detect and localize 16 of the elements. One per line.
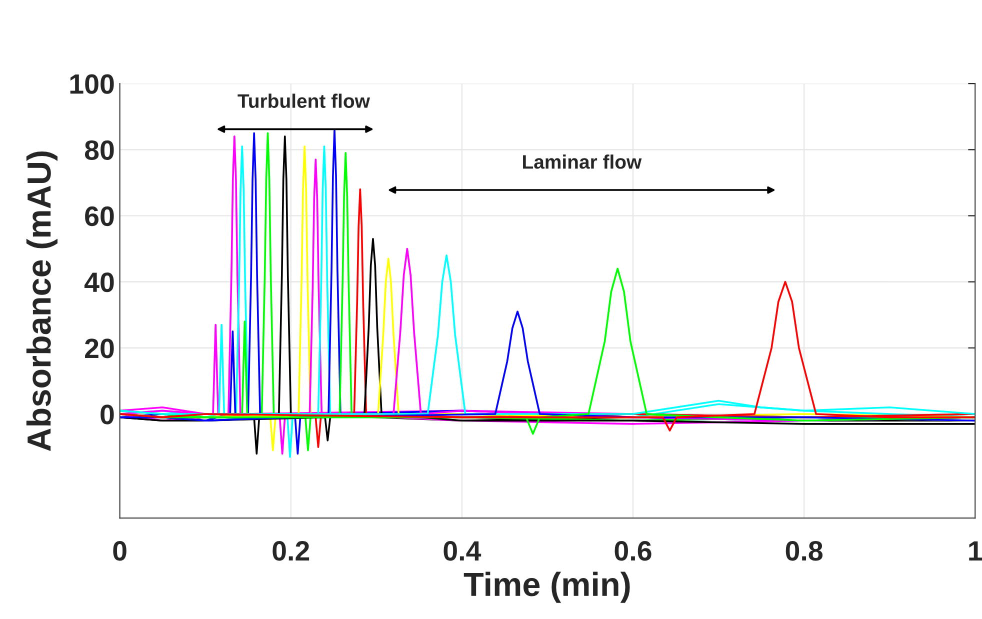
y-tick-label: 80 [84,140,114,160]
x-tick-label: 0.6 [614,541,652,561]
x-axis-title: Time (min) [464,572,630,603]
y-tick-label: 40 [84,272,114,292]
x-tick-label: 1 [969,541,982,560]
y-tick-label: 60 [85,206,114,226]
x-tick-label: 0.2 [272,541,310,561]
x-tick-label: 0.8 [786,541,823,561]
x-tick-label: 0.4 [444,541,482,561]
annotation: Laminar flow [523,154,642,169]
x-tick-label: 0 [113,541,126,561]
y-tick-label: 0 [100,404,114,424]
y-axis-title: Absorbance (mAU) [26,152,58,451]
y-tick-label: 100 [70,74,114,94]
y-tick-label: 20 [85,338,114,358]
annotation: Turbulent flow [238,94,370,108]
